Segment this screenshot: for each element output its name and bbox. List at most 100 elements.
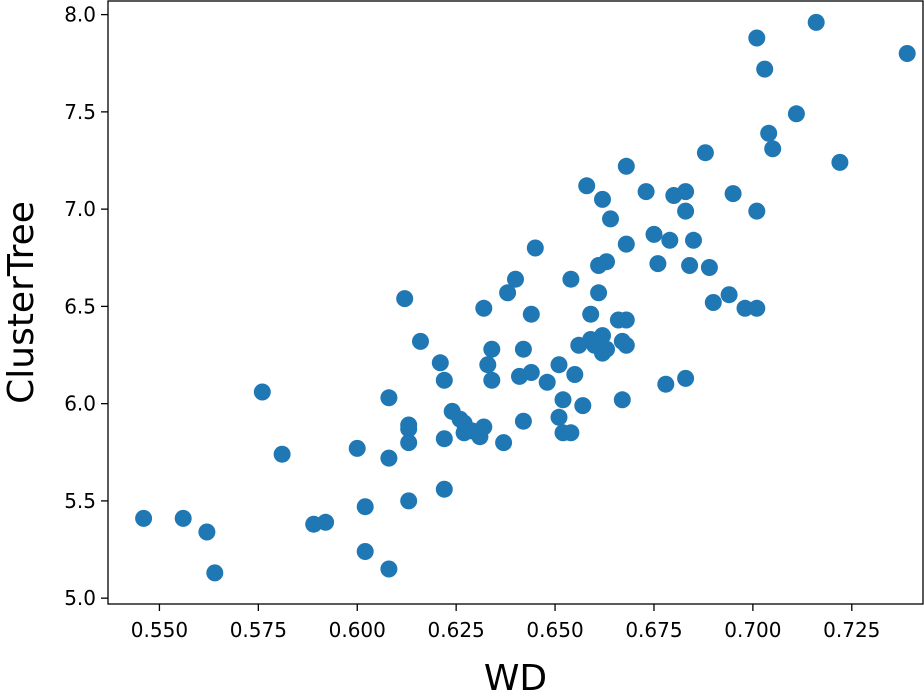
data-point	[724, 185, 742, 203]
data-point	[507, 270, 524, 288]
y-tick-label: 5.5	[64, 489, 96, 513]
data-point	[602, 210, 619, 228]
data-point	[475, 299, 493, 317]
data-point	[677, 369, 695, 387]
data-point	[807, 13, 825, 31]
data-point	[764, 140, 782, 158]
data-point	[550, 408, 568, 426]
data-point	[412, 332, 429, 350]
data-point	[538, 373, 556, 391]
data-point	[617, 336, 635, 354]
x-tick-label: 0.725	[823, 618, 880, 642]
data-point	[594, 190, 611, 208]
y-axis-ticks: 5.0 5.5 6.0 6.5 7.0 7.5 8.0	[64, 3, 108, 610]
data-point	[720, 286, 738, 304]
data-point	[704, 294, 722, 311]
data-point	[637, 183, 655, 201]
data-point	[435, 371, 453, 389]
data-point	[831, 153, 849, 171]
data-point	[562, 424, 580, 442]
x-axis-ticks: 0.550 0.575 0.600 0.625 0.650 0.675 0.700 0.725	[131, 604, 880, 642]
y-tick-label: 7.0	[64, 197, 96, 221]
data-point	[736, 299, 754, 317]
data-point	[700, 259, 718, 276]
data-point	[594, 327, 611, 345]
x-tick-label: 0.600	[329, 618, 386, 642]
data-point	[356, 498, 374, 516]
data-point	[696, 144, 714, 162]
y-tick-label: 5.0	[64, 586, 96, 610]
data-point	[748, 299, 766, 317]
data-point	[514, 412, 532, 430]
data-point	[135, 509, 153, 527]
data-point	[483, 371, 501, 389]
data-point	[760, 124, 778, 142]
points-layer	[135, 13, 916, 582]
x-tick-label: 0.575	[230, 618, 287, 642]
data-point	[400, 492, 418, 510]
x-tick-label: 0.700	[724, 618, 781, 642]
data-point	[756, 60, 774, 78]
data-point	[574, 397, 592, 415]
data-point	[431, 354, 449, 372]
data-point	[661, 231, 679, 249]
y-tick-label: 6.0	[64, 392, 96, 416]
data-point	[645, 225, 663, 243]
data-point	[380, 560, 398, 578]
data-point	[562, 270, 580, 288]
data-point	[748, 202, 766, 220]
y-tick-label: 8.0	[64, 3, 96, 27]
data-point	[380, 449, 398, 467]
x-tick-label: 0.550	[131, 618, 188, 642]
data-point	[590, 284, 608, 302]
data-point	[348, 439, 366, 457]
data-point	[435, 430, 453, 448]
x-tick-label: 0.675	[625, 618, 682, 642]
data-point	[400, 434, 418, 452]
data-point	[898, 45, 916, 62]
data-point	[526, 239, 544, 257]
data-point	[649, 255, 667, 273]
data-point	[253, 383, 271, 401]
data-point	[380, 389, 398, 407]
data-point	[483, 340, 501, 358]
data-point	[479, 356, 497, 374]
data-point	[198, 523, 216, 541]
data-point	[554, 391, 572, 409]
data-point	[174, 509, 192, 527]
data-point	[317, 513, 335, 531]
data-point	[677, 202, 695, 220]
data-point	[598, 253, 615, 271]
data-point	[677, 183, 695, 201]
plot-frame	[107, 0, 924, 605]
data-point	[566, 366, 584, 383]
x-tick-label: 0.650	[526, 618, 583, 642]
data-point	[681, 257, 699, 274]
data-point	[514, 340, 532, 358]
data-point	[206, 564, 224, 582]
y-tick-label: 6.5	[64, 294, 96, 318]
data-point	[550, 356, 568, 374]
data-point	[617, 311, 635, 329]
x-tick-label: 0.625	[428, 618, 485, 642]
data-point	[617, 157, 635, 175]
data-point	[400, 420, 418, 438]
data-point	[273, 445, 291, 463]
data-point	[396, 290, 414, 308]
y-tick-label: 7.5	[64, 100, 96, 124]
data-point	[613, 391, 631, 409]
data-point	[522, 364, 540, 381]
data-point	[499, 284, 517, 302]
data-point	[435, 480, 453, 498]
data-point	[598, 340, 615, 358]
y-axis-label: ClusterTree	[1, 201, 42, 404]
data-point	[475, 418, 493, 436]
data-point	[657, 375, 675, 393]
data-point	[748, 29, 766, 47]
data-point	[578, 177, 596, 195]
data-point	[582, 305, 600, 323]
data-point	[522, 305, 540, 323]
data-point	[685, 231, 702, 249]
data-point	[356, 543, 374, 560]
